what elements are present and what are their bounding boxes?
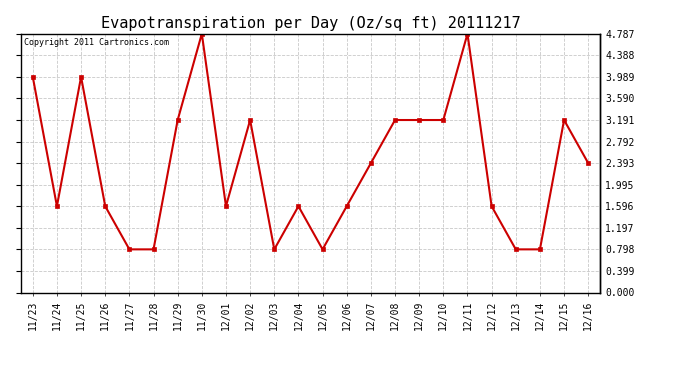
Text: Copyright 2011 Cartronics.com: Copyright 2011 Cartronics.com xyxy=(23,38,168,46)
Title: Evapotranspiration per Day (Oz/sq ft) 20111217: Evapotranspiration per Day (Oz/sq ft) 20… xyxy=(101,16,520,31)
